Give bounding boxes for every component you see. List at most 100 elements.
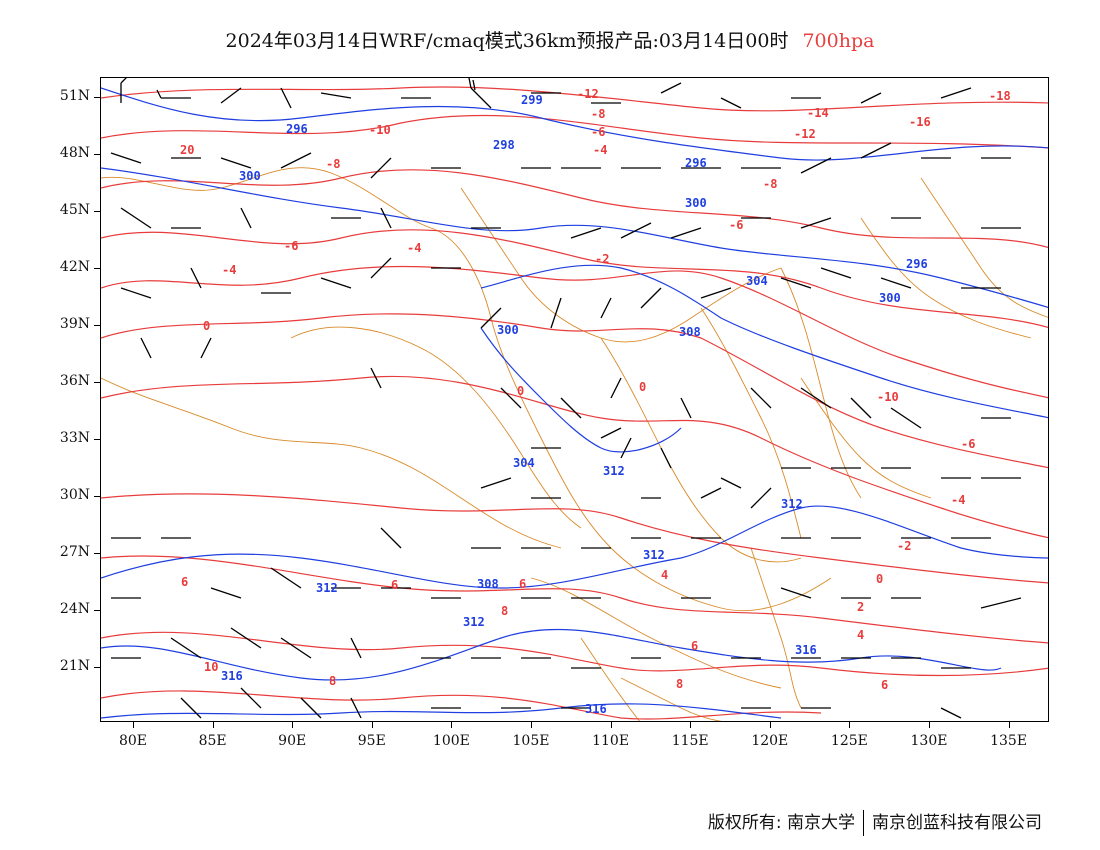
temp-label: -6: [284, 239, 298, 253]
title-main: 2024年03月14日WRF/cmaq模式36km预报产品:03月14日00时: [225, 30, 789, 52]
lat-label: 36N: [59, 373, 90, 389]
lat-tick: [94, 610, 100, 611]
height-label: 300: [497, 323, 519, 337]
height-label: 316: [795, 643, 817, 657]
temp-label: -8: [326, 157, 340, 171]
temp-label: -2: [897, 539, 911, 553]
height-label: 296: [685, 156, 707, 170]
temp-label: -2: [595, 252, 609, 266]
temp-label: 8: [501, 604, 508, 618]
lon-label: 105E: [512, 733, 550, 749]
temp-label: 8: [676, 677, 683, 691]
lon-tick: [292, 722, 294, 728]
title-level: 700hpa: [802, 30, 875, 52]
lat-tick: [94, 439, 100, 440]
height-label: 308: [679, 325, 701, 339]
lat-label: 27N: [59, 544, 90, 560]
lat-label: 30N: [59, 487, 90, 503]
height-label: 312: [781, 497, 803, 511]
temp-label: 6: [181, 575, 188, 589]
lat-tick: [94, 496, 100, 497]
wind-barbs: [110, 78, 1022, 719]
temp-label: -14: [807, 106, 829, 120]
height-contours: [101, 87, 1048, 719]
height-label: 312: [463, 615, 485, 629]
temp-label: -16: [909, 115, 931, 129]
lat-tick: [94, 154, 100, 155]
lon-tick: [769, 722, 771, 728]
height-label: 312: [603, 464, 625, 478]
height-label: 304: [746, 274, 768, 288]
footer-separator: [863, 810, 864, 836]
footer: 版权所有: 南京大学 南京创蓝科技有限公司: [708, 808, 1042, 836]
temperature-contours: [101, 86, 1048, 720]
lon-tick: [849, 722, 851, 728]
height-label: 308: [477, 577, 499, 591]
lon-tick: [531, 722, 532, 728]
temp-label: 20: [180, 143, 194, 157]
contour-labels: 296 300 298 299 296 300 304 300 296 300 …: [180, 87, 1011, 716]
lon-tick: [1008, 722, 1010, 728]
temp-label: -10: [877, 390, 899, 404]
lat-tick: [94, 667, 100, 668]
temp-label: 0: [639, 380, 646, 394]
temp-label: -10: [369, 123, 391, 137]
lon-label: 130E: [910, 733, 948, 749]
lon-tick: [371, 722, 373, 728]
height-label: 316: [221, 669, 243, 683]
lon-label: 120E: [751, 733, 789, 749]
height-label: 316: [585, 702, 607, 716]
height-label: 300: [685, 196, 707, 210]
temp-label: 8: [329, 674, 336, 688]
lon-label: 110E: [592, 733, 630, 749]
temp-label: 0: [517, 384, 524, 398]
lat-label: 33N: [59, 430, 90, 446]
temp-label: 4: [857, 628, 864, 642]
chart-title: 2024年03月14日WRF/cmaq模式36km预报产品:03月14日00时 7…: [0, 26, 1100, 53]
lon-tick: [690, 722, 692, 728]
temp-label: -6: [729, 218, 743, 232]
temp-label: -8: [763, 177, 777, 191]
temp-label: -4: [593, 143, 607, 157]
lon-label: 80E: [118, 733, 148, 749]
lat-label: 39N: [59, 316, 90, 332]
height-label: 296: [906, 257, 928, 271]
company-text: 南京创蓝科技有限公司: [872, 813, 1042, 833]
temp-label: -4: [222, 263, 236, 277]
temp-label: 4: [661, 568, 668, 582]
height-label: 300: [879, 291, 901, 305]
lat-label: 48N: [59, 145, 90, 161]
lon-tick: [212, 722, 214, 728]
lon-label: 85E: [198, 733, 227, 749]
lon-label: 115E: [671, 733, 709, 749]
temp-label: -4: [951, 493, 965, 507]
height-label: 299: [521, 93, 543, 107]
height-label: 296: [286, 122, 308, 136]
temp-label: -12: [794, 127, 816, 141]
lat-tick: [94, 553, 100, 554]
lon-label: 135E: [990, 733, 1028, 749]
temp-label: -4: [407, 241, 421, 255]
temp-label: 0: [203, 319, 210, 333]
lat-tick: [94, 325, 100, 326]
lat-label: 45N: [59, 202, 90, 218]
lat-tick: [94, 268, 100, 269]
temp-label: 10: [204, 660, 218, 674]
map-canvas: 296 300 298 299 296 300 304 300 296 300 …: [101, 78, 1048, 721]
lat-tick: [94, 211, 100, 212]
height-label: 300: [239, 169, 261, 183]
lat-label: 21N: [59, 658, 90, 674]
temp-label: 6: [691, 639, 698, 653]
lon-label: 125E: [830, 733, 868, 749]
lat-tick: [94, 97, 100, 98]
lat-label: 42N: [59, 259, 90, 275]
lon-tick: [610, 722, 612, 728]
copyright-text: 版权所有: 南京大学: [707, 813, 855, 833]
temp-label: -6: [961, 437, 975, 451]
height-label: 304: [513, 456, 535, 470]
temp-label: 6: [391, 578, 398, 592]
lon-tick: [451, 722, 453, 728]
lat-label: 24N: [59, 601, 90, 617]
lon-tick: [929, 722, 930, 728]
height-label: 312: [316, 581, 338, 595]
